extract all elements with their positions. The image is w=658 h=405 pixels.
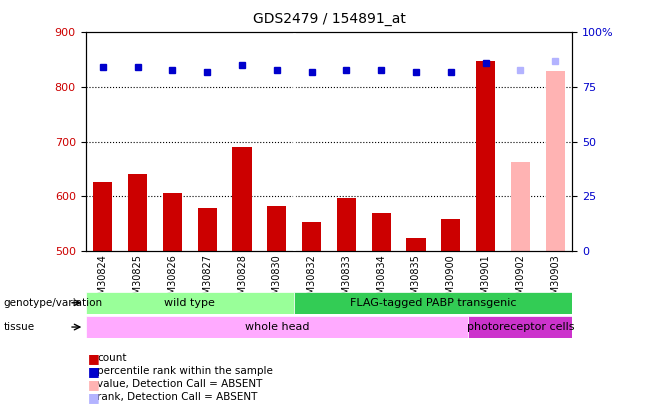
Text: photoreceptor cells: photoreceptor cells	[467, 322, 574, 332]
Bar	[511, 162, 530, 251]
Bar	[302, 222, 321, 251]
Text: FLAG-tagged PABP transgenic: FLAG-tagged PABP transgenic	[350, 298, 517, 308]
Bar	[545, 70, 565, 251]
Bar	[86, 316, 468, 338]
Text: genotype/variation: genotype/variation	[3, 298, 103, 308]
Bar	[407, 238, 426, 251]
Bar	[163, 193, 182, 251]
Text: ■: ■	[88, 352, 99, 365]
Text: tissue: tissue	[3, 322, 34, 332]
Bar	[372, 213, 391, 251]
Bar	[294, 292, 572, 314]
Bar	[232, 147, 251, 251]
Text: rank, Detection Call = ABSENT: rank, Detection Call = ABSENT	[97, 392, 258, 402]
Text: wild type: wild type	[164, 298, 215, 308]
Text: ■: ■	[88, 391, 99, 404]
Text: count: count	[97, 354, 127, 363]
Text: whole head: whole head	[245, 322, 309, 332]
Text: ■: ■	[88, 365, 99, 378]
Bar	[86, 292, 294, 314]
Bar	[93, 182, 113, 251]
Bar	[468, 316, 572, 338]
Text: ■: ■	[88, 378, 99, 391]
Bar	[267, 206, 286, 251]
Text: GDS2479 / 154891_at: GDS2479 / 154891_at	[253, 12, 405, 26]
Bar	[476, 61, 495, 251]
Text: percentile rank within the sample: percentile rank within the sample	[97, 367, 273, 376]
Bar	[441, 220, 461, 251]
Text: value, Detection Call = ABSENT: value, Detection Call = ABSENT	[97, 379, 263, 389]
Bar	[128, 174, 147, 251]
Bar	[337, 198, 356, 251]
Bar	[197, 209, 217, 251]
